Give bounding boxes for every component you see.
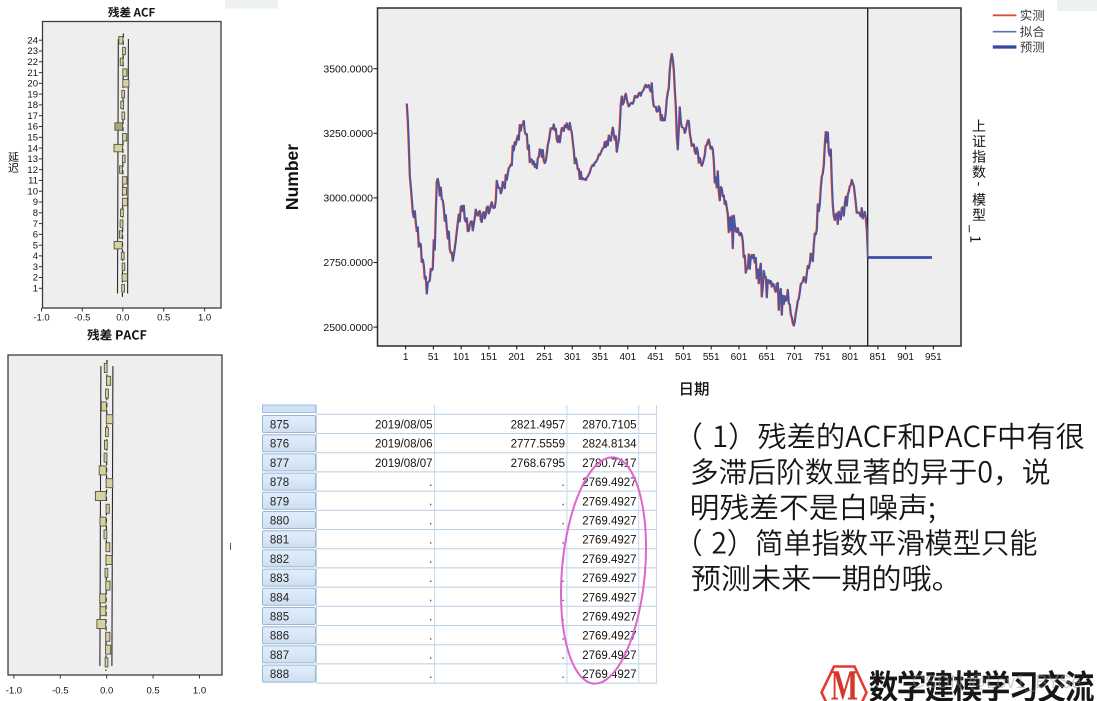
svg-text:13: 13 <box>27 154 38 165</box>
svg-text:880: 880 <box>270 516 289 528</box>
svg-text:2019/08/05: 2019/08/05 <box>375 420 433 432</box>
svg-text:879: 879 <box>270 496 289 508</box>
svg-text:2821.4957: 2821.4957 <box>511 420 565 432</box>
svg-text:2769.4927: 2769.4927 <box>582 554 636 566</box>
svg-text:20: 20 <box>27 79 38 90</box>
svg-text:0.5: 0.5 <box>146 686 159 697</box>
svg-text:401: 401 <box>619 352 636 363</box>
svg-text:2: 2 <box>33 273 38 284</box>
svg-text:851: 851 <box>870 352 887 363</box>
svg-text:4: 4 <box>33 251 38 262</box>
svg-text:2824.8134: 2824.8134 <box>582 439 637 451</box>
svg-text:14: 14 <box>27 143 38 154</box>
svg-text:2769.4927: 2769.4927 <box>582 612 636 624</box>
svg-text:151: 151 <box>481 352 498 363</box>
svg-text:1.0: 1.0 <box>198 313 211 324</box>
svg-text:3000.0000: 3000.0000 <box>323 193 373 205</box>
svg-text:5: 5 <box>33 240 38 251</box>
svg-text:875: 875 <box>270 420 289 432</box>
svg-text:2769.4927: 2769.4927 <box>582 631 636 643</box>
svg-text:21: 21 <box>27 68 38 79</box>
svg-text:2769.4927: 2769.4927 <box>582 477 636 489</box>
svg-text:-1.0: -1.0 <box>33 313 49 324</box>
svg-text:2750.0000: 2750.0000 <box>323 257 373 269</box>
svg-text:3: 3 <box>33 262 38 273</box>
svg-text:751: 751 <box>814 352 831 363</box>
svg-text:16: 16 <box>27 122 38 133</box>
svg-text:651: 651 <box>758 352 775 363</box>
svg-text:1: 1 <box>403 352 409 363</box>
svg-text:18: 18 <box>27 100 38 111</box>
svg-text:0.0: 0.0 <box>100 686 113 697</box>
svg-text:9: 9 <box>33 197 38 208</box>
svg-text:15: 15 <box>27 133 38 144</box>
svg-text:2500.0000: 2500.0000 <box>323 322 373 334</box>
svg-text:17: 17 <box>27 111 38 122</box>
svg-text:951: 951 <box>925 352 942 363</box>
svg-text:CSDN @Lov1_BYSe: CSDN @Lov1_BYSe <box>912 672 1081 693</box>
svg-text:501: 501 <box>675 352 692 363</box>
svg-text:2769.4927: 2769.4927 <box>582 516 636 528</box>
svg-text:201: 201 <box>508 352 525 363</box>
svg-text:551: 551 <box>703 352 720 363</box>
svg-text:3500.0000: 3500.0000 <box>323 63 373 75</box>
svg-text:877: 877 <box>270 458 289 470</box>
svg-text:6: 6 <box>33 230 38 241</box>
svg-text:2769.4927: 2769.4927 <box>582 573 636 585</box>
svg-text:-0.5: -0.5 <box>74 313 90 324</box>
svg-text:51: 51 <box>428 352 440 363</box>
svg-text:451: 451 <box>647 352 664 363</box>
svg-text:881: 881 <box>270 535 289 547</box>
svg-text:-0.5: -0.5 <box>52 686 68 697</box>
svg-text:8: 8 <box>33 208 38 219</box>
svg-text:2769.4927: 2769.4927 <box>582 592 636 604</box>
svg-text:0.0: 0.0 <box>116 313 129 324</box>
svg-text:24: 24 <box>27 35 38 46</box>
svg-text:Number: Number <box>282 144 302 210</box>
svg-text:876: 876 <box>270 439 289 451</box>
svg-text:888: 888 <box>270 669 289 681</box>
svg-text:878: 878 <box>270 477 289 489</box>
svg-text:887: 887 <box>270 650 289 662</box>
svg-text:884: 884 <box>270 592 290 604</box>
svg-text:301: 301 <box>564 352 581 363</box>
svg-text:23: 23 <box>27 46 38 57</box>
svg-text:101: 101 <box>453 352 470 363</box>
svg-text:351: 351 <box>592 352 609 363</box>
svg-text:2769.4927: 2769.4927 <box>582 535 636 547</box>
svg-text:1: 1 <box>33 284 38 295</box>
svg-text:2870.7105: 2870.7105 <box>582 420 636 432</box>
svg-text:2769.4927: 2769.4927 <box>582 669 636 681</box>
svg-text:2019/08/06: 2019/08/06 <box>375 439 433 451</box>
svg-text:10: 10 <box>27 186 38 197</box>
svg-text:19: 19 <box>27 89 38 100</box>
svg-text:883: 883 <box>270 573 289 585</box>
svg-text:882: 882 <box>270 554 289 566</box>
svg-text:901: 901 <box>897 352 914 363</box>
svg-text:-1.0: -1.0 <box>6 686 22 697</box>
svg-text:2769.4927: 2769.4927 <box>582 496 636 508</box>
svg-text:251: 251 <box>536 352 553 363</box>
svg-text:12: 12 <box>27 165 38 176</box>
svg-text:701: 701 <box>786 352 803 363</box>
svg-text:0.5: 0.5 <box>157 313 170 324</box>
svg-text:885: 885 <box>270 612 289 624</box>
svg-text:601: 601 <box>731 352 748 363</box>
svg-text:7: 7 <box>33 219 38 230</box>
svg-text:22: 22 <box>27 57 38 68</box>
svg-text:2019/08/07: 2019/08/07 <box>375 458 433 470</box>
svg-text:886: 886 <box>270 631 289 643</box>
svg-text:2769.4927: 2769.4927 <box>582 650 636 662</box>
svg-text:3250.0000: 3250.0000 <box>323 128 373 140</box>
svg-text:2777.5559: 2777.5559 <box>511 439 565 451</box>
svg-text:11: 11 <box>28 176 38 187</box>
svg-text:2768.6795: 2768.6795 <box>511 458 565 470</box>
svg-text:801: 801 <box>842 352 859 363</box>
svg-text:1.0: 1.0 <box>193 686 206 697</box>
